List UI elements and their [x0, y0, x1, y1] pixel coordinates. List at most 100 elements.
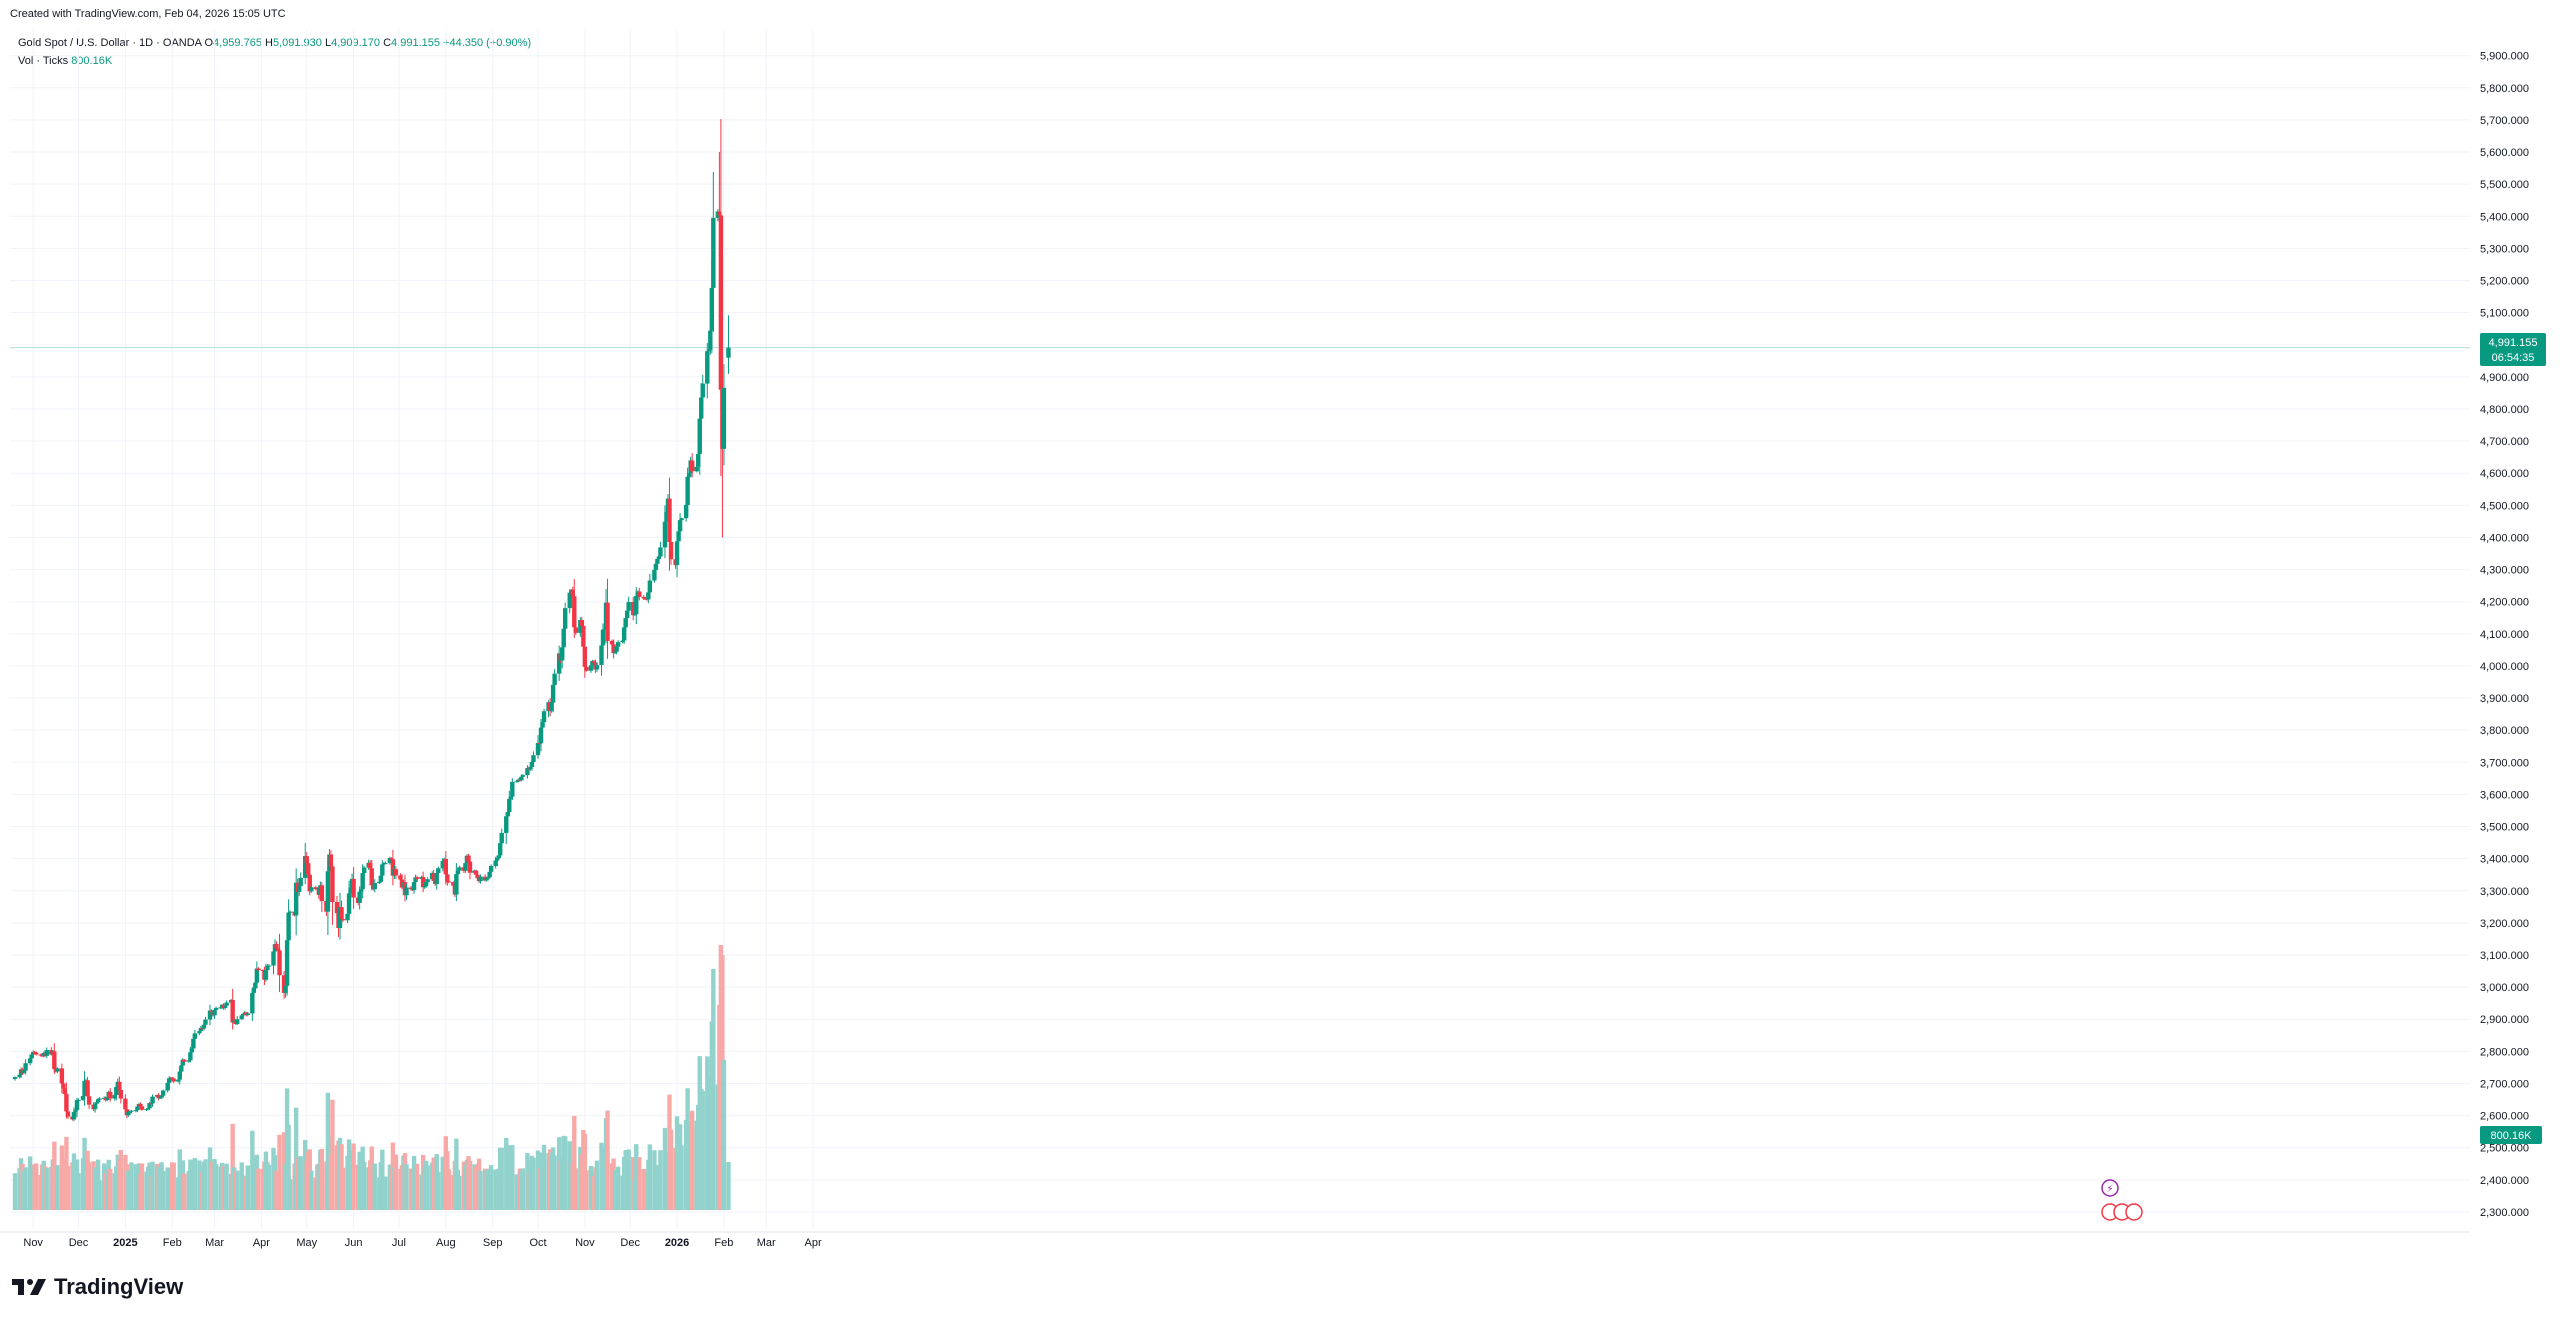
- candle-body: [380, 864, 385, 876]
- candle-body: [241, 1014, 246, 1016]
- candle-body: [709, 287, 715, 331]
- volume-bar: [700, 1091, 705, 1210]
- candle-body: [549, 702, 554, 711]
- volume-bar: [150, 1161, 155, 1210]
- tradingview-logo[interactable]: TradingView: [12, 1274, 183, 1300]
- time-tick-label: Mar: [205, 1237, 224, 1249]
- candle-body: [605, 602, 610, 641]
- candle-body: [287, 911, 293, 913]
- candle-body: [97, 1098, 102, 1100]
- volume-bar: [182, 1173, 187, 1210]
- candle-body: [721, 387, 727, 449]
- candle-body: [286, 912, 291, 941]
- candle-body: [265, 965, 270, 971]
- volume-bar: [55, 1164, 60, 1210]
- volume-label[interactable]: Vol · Ticks: [18, 55, 69, 67]
- candle-body: [637, 591, 642, 597]
- candle-body: [157, 1097, 163, 1099]
- time-axis[interactable]: Nov Dec 2025 Feb Mar Apr May Jun Jul Aug Sep Oct Nov…: [23, 1237, 822, 1249]
- volume-bar: [478, 1170, 483, 1210]
- candle-body: [328, 854, 334, 867]
- volume-bar: [393, 1154, 399, 1210]
- time-tick-label: Mar: [757, 1237, 776, 1249]
- open-value: 4,959.765: [213, 37, 262, 49]
- volume-bar: [626, 1149, 631, 1210]
- candle-body: [62, 1088, 68, 1095]
- us-flag-event-icon[interactable]: [2125, 1203, 2143, 1221]
- candle-body: [65, 1111, 71, 1117]
- volume-bar: [97, 1180, 102, 1210]
- candle-body: [413, 877, 418, 883]
- candle-body: [239, 1015, 244, 1020]
- candle-body: [454, 874, 459, 895]
- candle-body: [697, 418, 702, 454]
- candle-body: [346, 893, 352, 914]
- candle-body: [123, 1098, 128, 1110]
- candle-body: [360, 873, 365, 890]
- price-axis[interactable]: 5,900.000 5,800.000 5,700.000 5,600.000 5,50…: [2480, 51, 2529, 1219]
- candle-body: [160, 1090, 166, 1096]
- last-price-badge-bg: [2480, 333, 2546, 366]
- volume-bar: [425, 1165, 430, 1210]
- candle-body: [358, 889, 364, 892]
- price-tick-label: 3,700.000: [2480, 757, 2529, 769]
- candle-body: [256, 968, 261, 971]
- symbol-title[interactable]: Gold Spot / U.S. Dollar · 1D · OANDA: [18, 37, 202, 49]
- candle-body: [76, 1099, 81, 1101]
- time-tick-label: May: [296, 1237, 317, 1249]
- high-label: H: [265, 37, 273, 49]
- candle-body: [129, 1110, 134, 1112]
- candle-body: [197, 1031, 202, 1034]
- candle-body: [186, 1060, 192, 1062]
- price-tick-label: 5,100.000: [2480, 308, 2529, 320]
- candle-body: [552, 673, 557, 685]
- candle-body: [176, 1079, 181, 1082]
- event-markers[interactable]: ⚡: [2101, 1179, 2143, 1221]
- price-tick-label: 3,800.000: [2480, 725, 2529, 737]
- candle-body: [33, 1052, 39, 1055]
- volume-bar: [266, 1164, 272, 1210]
- volume-bar: [584, 1170, 589, 1210]
- time-tick-label: Sep: [483, 1237, 503, 1249]
- candle-body: [514, 781, 520, 783]
- candle-body: [519, 776, 524, 781]
- volume-bar: [531, 1157, 536, 1210]
- candle-body: [420, 876, 426, 888]
- candle-body: [189, 1048, 195, 1053]
- candle-body: [303, 856, 308, 878]
- candle-body: [118, 1089, 124, 1099]
- candle-body: [446, 881, 452, 883]
- candle-body: [467, 861, 473, 873]
- candle-body: [443, 858, 449, 875]
- candle-body: [662, 521, 668, 548]
- candle-body: [591, 661, 597, 663]
- candle-body: [150, 1096, 155, 1104]
- volume-bar: [351, 1143, 356, 1210]
- candle-body: [535, 743, 541, 756]
- lightning-event-icon[interactable]: [2101, 1179, 2119, 1197]
- time-tick-label: Aug: [436, 1237, 456, 1249]
- candle-body: [180, 1059, 185, 1066]
- price-tick-label: 4,100.000: [2480, 629, 2529, 641]
- candle-body: [212, 1009, 217, 1016]
- candle-body: [487, 871, 492, 878]
- volume-bar: [160, 1170, 166, 1210]
- volume-bar: [658, 1150, 663, 1210]
- volume-bar: [82, 1137, 87, 1210]
- candle-body: [30, 1051, 36, 1055]
- volume-bar: [726, 1162, 731, 1210]
- volume-bar: [298, 1156, 303, 1210]
- candle-body: [64, 1094, 69, 1112]
- candle-body: [192, 1033, 198, 1039]
- volume-bar: [446, 1169, 452, 1210]
- volume-bar: [637, 1157, 642, 1210]
- volume-bar: [488, 1165, 494, 1210]
- candle-body: [525, 768, 530, 776]
- candle-body: [579, 620, 585, 626]
- price-tick-label: 3,600.000: [2480, 789, 2529, 801]
- candle-body: [570, 589, 575, 597]
- tradingview-logo-text: TradingView: [54, 1274, 184, 1299]
- candle-body: [677, 520, 683, 532]
- candle-body: [309, 887, 314, 892]
